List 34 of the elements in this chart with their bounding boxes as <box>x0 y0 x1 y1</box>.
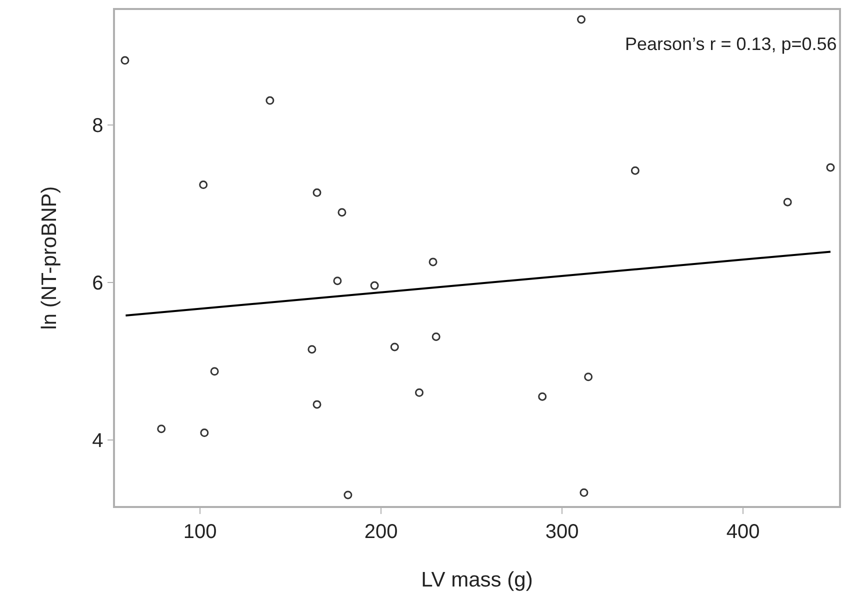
y-tick-label: 8 <box>92 114 104 137</box>
x-axis-title: LV mass (g) <box>421 568 533 592</box>
point <box>199 180 208 190</box>
point <box>344 490 352 500</box>
point <box>580 488 588 497</box>
x-tick-label: 100 <box>183 520 217 543</box>
point <box>538 392 547 401</box>
y-axis-title: ln (NT-proBNP) <box>38 186 61 330</box>
point <box>210 367 219 376</box>
point <box>120 56 130 65</box>
y-tick-label: 6 <box>92 272 104 294</box>
point <box>826 163 835 172</box>
point <box>432 332 440 341</box>
point <box>312 188 322 197</box>
point <box>390 342 399 352</box>
point <box>266 96 274 105</box>
point <box>783 198 792 206</box>
point <box>338 208 346 217</box>
point <box>157 424 166 434</box>
point <box>308 345 316 354</box>
point <box>428 258 438 266</box>
point <box>630 166 640 175</box>
x-tick-label: 400 <box>726 520 760 543</box>
x-tick-label: 300 <box>545 520 579 543</box>
point <box>370 281 379 290</box>
point <box>415 388 424 397</box>
y-tick-label: 4 <box>92 430 104 452</box>
point <box>584 372 593 382</box>
point <box>333 276 342 286</box>
point <box>200 428 209 438</box>
x-tick-label: 200 <box>364 520 398 543</box>
point <box>577 15 586 24</box>
point <box>312 400 322 409</box>
annotation: Pearson’s r = 0.13, p=0.56 <box>625 34 837 54</box>
